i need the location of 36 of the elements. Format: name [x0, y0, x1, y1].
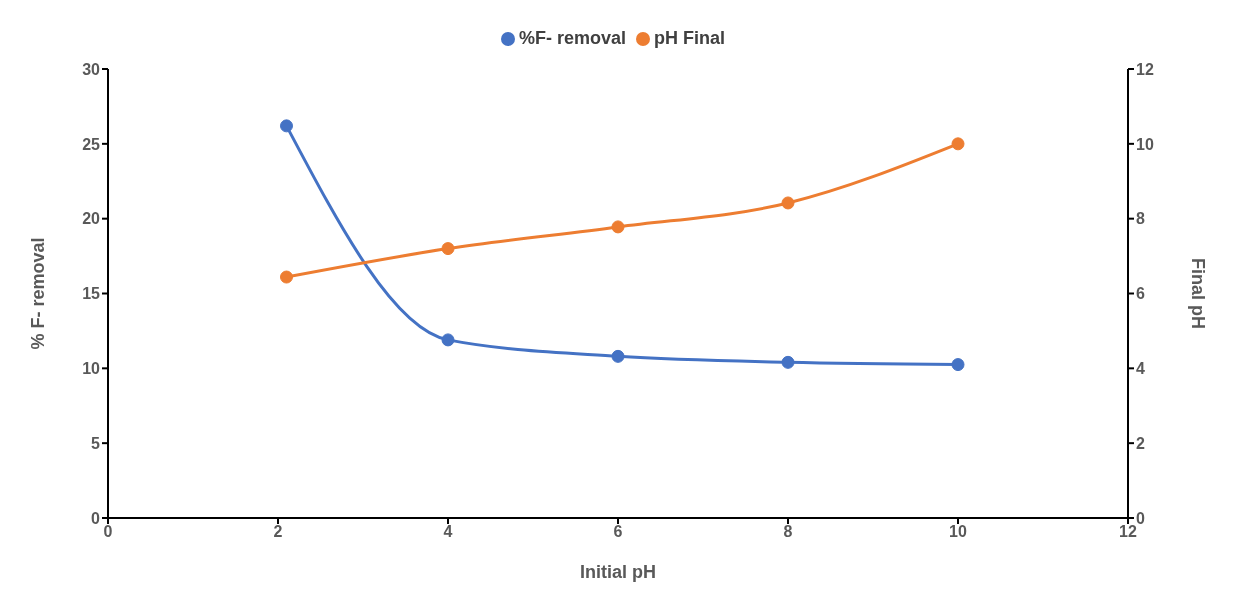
x-tick-label: 8 [783, 523, 793, 541]
legend-label: pH Final [654, 28, 726, 48]
x-tick-label: 12 [1119, 523, 1137, 541]
y-tick-label: 20 [82, 210, 101, 228]
x-tick-label: 6 [613, 523, 623, 541]
y2-tick-label: 12 [1136, 60, 1154, 78]
x-tick-label: 0 [103, 523, 113, 541]
point [441, 333, 455, 347]
point [781, 196, 795, 210]
y-tick-label: 30 [82, 60, 101, 78]
y2-tick-label: 6 [1136, 285, 1145, 303]
point [781, 355, 795, 369]
x-tick-label: 10 [949, 523, 967, 541]
point [951, 137, 965, 151]
y-axis-title: % F- removal [28, 237, 49, 350]
y-tick-label: 0 [91, 509, 101, 527]
point [951, 358, 965, 372]
y-tick-label: 15 [82, 285, 101, 303]
x-axis-title: Initial pH [580, 562, 656, 582]
y2-tick-label: 8 [1136, 210, 1145, 228]
y2-tick-label: 10 [1136, 135, 1154, 153]
x-tick-label: 4 [443, 523, 453, 541]
point [611, 349, 625, 363]
point [280, 119, 293, 133]
legend-label: %F- removal [518, 28, 627, 48]
y2-tick-label: 0 [1136, 509, 1145, 527]
x-tick-label: 2 [273, 523, 283, 541]
y2-axis-title: Final pH [1187, 258, 1208, 329]
point [280, 270, 293, 284]
y2-tick-label: 2 [1136, 434, 1145, 452]
y2-tick-label: 4 [1136, 360, 1145, 378]
point [441, 242, 455, 256]
y-tick-label: 25 [82, 135, 101, 153]
point [611, 220, 625, 234]
y-tick-label: 5 [91, 434, 101, 452]
y-tick-label: 10 [82, 360, 101, 378]
